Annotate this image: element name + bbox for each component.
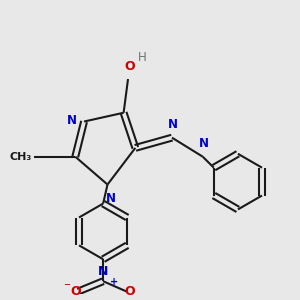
- Text: O: O: [124, 285, 135, 298]
- Text: N: N: [199, 137, 208, 150]
- Text: +: +: [110, 278, 118, 287]
- Text: O: O: [124, 60, 135, 73]
- Text: N: N: [105, 192, 116, 205]
- Text: O: O: [70, 285, 81, 298]
- Text: CH₃: CH₃: [10, 152, 32, 162]
- Text: N: N: [98, 265, 108, 278]
- Text: N: N: [168, 118, 178, 131]
- Text: ⁻: ⁻: [64, 281, 70, 295]
- Text: H: H: [138, 51, 146, 64]
- Text: N: N: [67, 114, 77, 127]
